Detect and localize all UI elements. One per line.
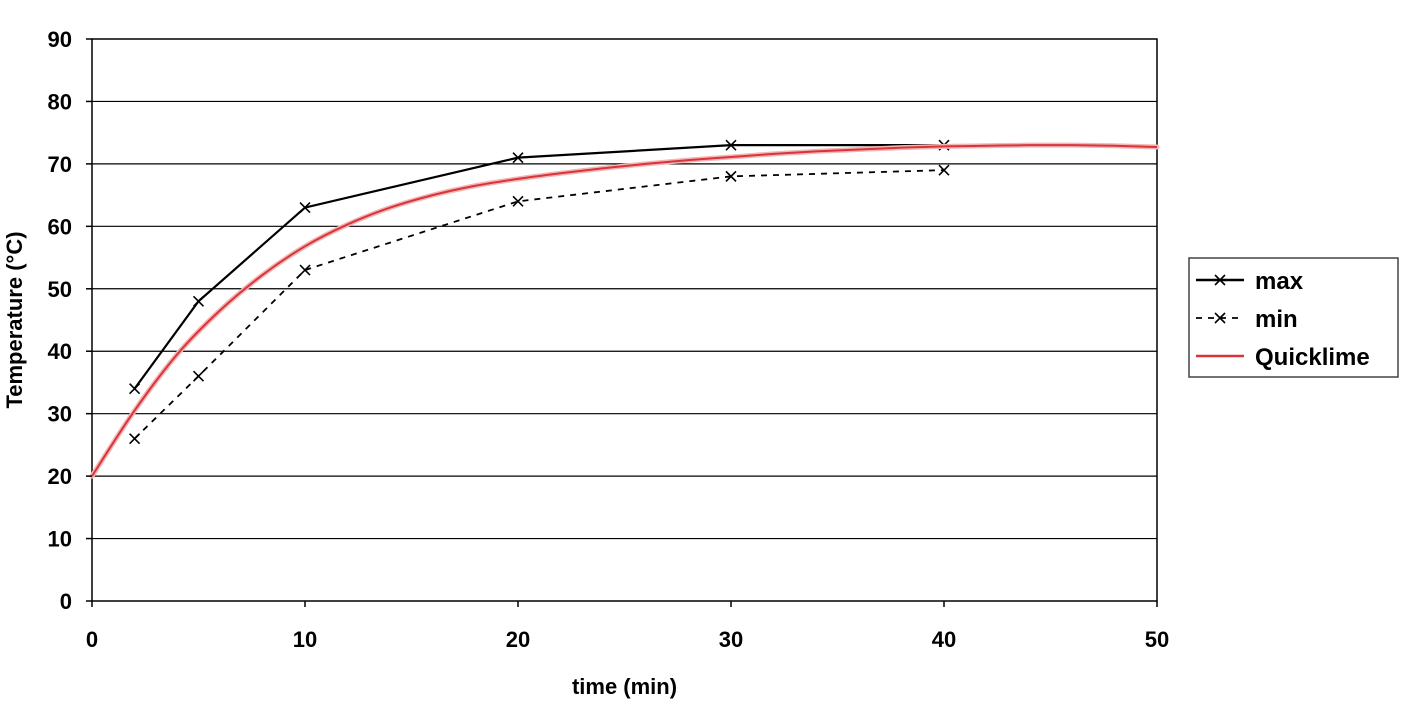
series-min [129, 164, 950, 445]
series-layer [89, 139, 1160, 479]
legend-item-max: max [1196, 268, 1304, 295]
legend: max min Quicklime [1188, 257, 1399, 378]
data-point [512, 195, 524, 207]
y-tick-label: 80 [48, 89, 72, 114]
data-point [192, 370, 205, 382]
series-quicklime [89, 142, 1160, 479]
series-line [133, 144, 944, 390]
x-tick-label: 20 [506, 627, 530, 652]
y-tick-label: 60 [48, 214, 72, 239]
data-point [299, 202, 311, 214]
tick-labels: 0 10 20 30 40 50 60 70 80 90 0 10 20 30 40 50 [48, 27, 1170, 652]
x-tick-label: 30 [719, 627, 743, 652]
data-point [725, 139, 737, 151]
data-point [129, 383, 141, 395]
x-tick-label: 50 [1145, 627, 1169, 652]
x-tick-label: 40 [932, 627, 956, 652]
y-tick-label: 10 [48, 527, 72, 552]
series-max [129, 139, 950, 395]
series-line [133, 169, 945, 440]
y-tick-label: 90 [48, 27, 72, 52]
x-tick-label: 0 [86, 627, 98, 652]
y-tick-label: 40 [48, 339, 72, 364]
x-tick-label: 10 [293, 627, 317, 652]
plot-frame [91, 38, 1158, 602]
legend-item-quicklime: Quicklime [1196, 344, 1370, 371]
y-tick-label: 20 [48, 464, 72, 489]
legend-item-min: min [1196, 306, 1298, 333]
y-tick-label: 30 [48, 402, 72, 427]
legend-marker [1214, 312, 1226, 324]
data-point [129, 433, 141, 445]
legend-label: Quicklime [1255, 344, 1370, 371]
data-point [192, 295, 205, 307]
y-tick-label: 0 [60, 589, 72, 614]
data-point [512, 152, 524, 164]
series-line [91, 144, 1158, 477]
legend-label: max [1255, 268, 1304, 295]
y-tick-label: 70 [48, 152, 72, 177]
grid-lines [92, 100, 1157, 540]
series-line-halo [89, 142, 1160, 479]
legend-marker [1214, 274, 1226, 286]
data-point [725, 170, 737, 182]
y-axis-label: Temperature (°C) [2, 231, 27, 408]
y-tick-label: 50 [48, 277, 72, 302]
data-point [938, 164, 950, 176]
legend-label: min [1255, 306, 1298, 333]
x-axis-label: time (min) [572, 674, 677, 699]
data-point [299, 264, 311, 276]
